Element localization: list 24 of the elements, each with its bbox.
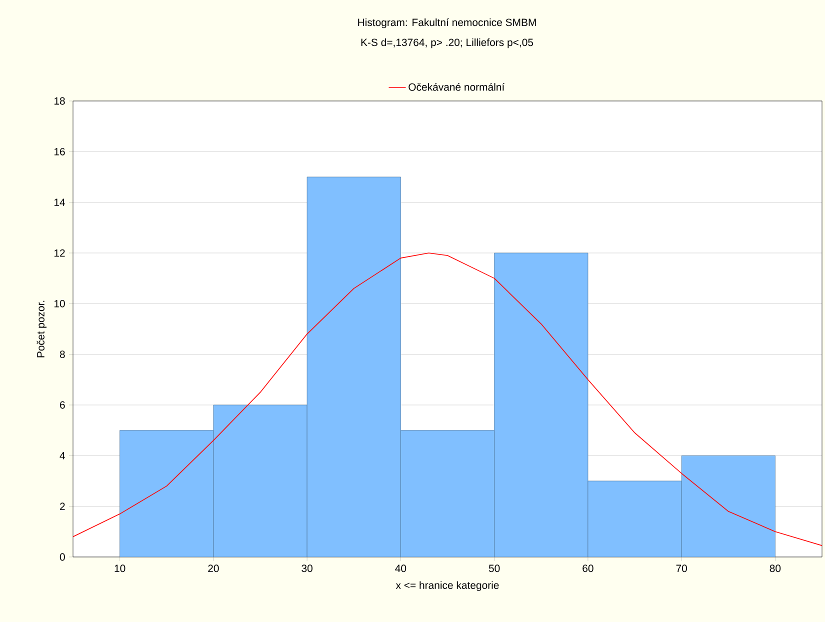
y-tick-label: 2 [60,502,65,510]
x-axis-title: x <= hranice kategorie [396,581,499,591]
y-tick-label: 18 [54,97,65,105]
x-tick-label: 70 [676,564,687,572]
x-tick-label: 50 [488,564,500,572]
x-tick-label: 10 [114,564,126,572]
x-tick-label: 30 [302,564,312,572]
x-tick-label: 20 [208,564,219,572]
chart-title: Histogram: Fakultní nemocnice SMBM [358,18,536,28]
y-tick-label: 0 [60,553,65,561]
y-tick-label: 14 [54,198,66,206]
y-tick-label: 16 [54,148,65,156]
x-tick-label: 60 [582,564,594,572]
x-tick-label: 80 [770,564,781,572]
y-tick-label: 12 [54,249,65,257]
y-axis-title: Počet pozor. [36,300,47,358]
y-tick-label: 8 [60,350,65,358]
y-tick-label: 10 [54,300,65,308]
x-tick-label: 40 [395,564,406,572]
y-tick-label: 6 [60,401,65,409]
line-series [73,252,822,546]
legend-label: Očekávané normální [408,82,505,91]
y-tick-label: 4 [60,452,66,460]
chart-subtitle: K-S d=,13764, p> .20; Lilliefors p<,05 [361,38,534,48]
